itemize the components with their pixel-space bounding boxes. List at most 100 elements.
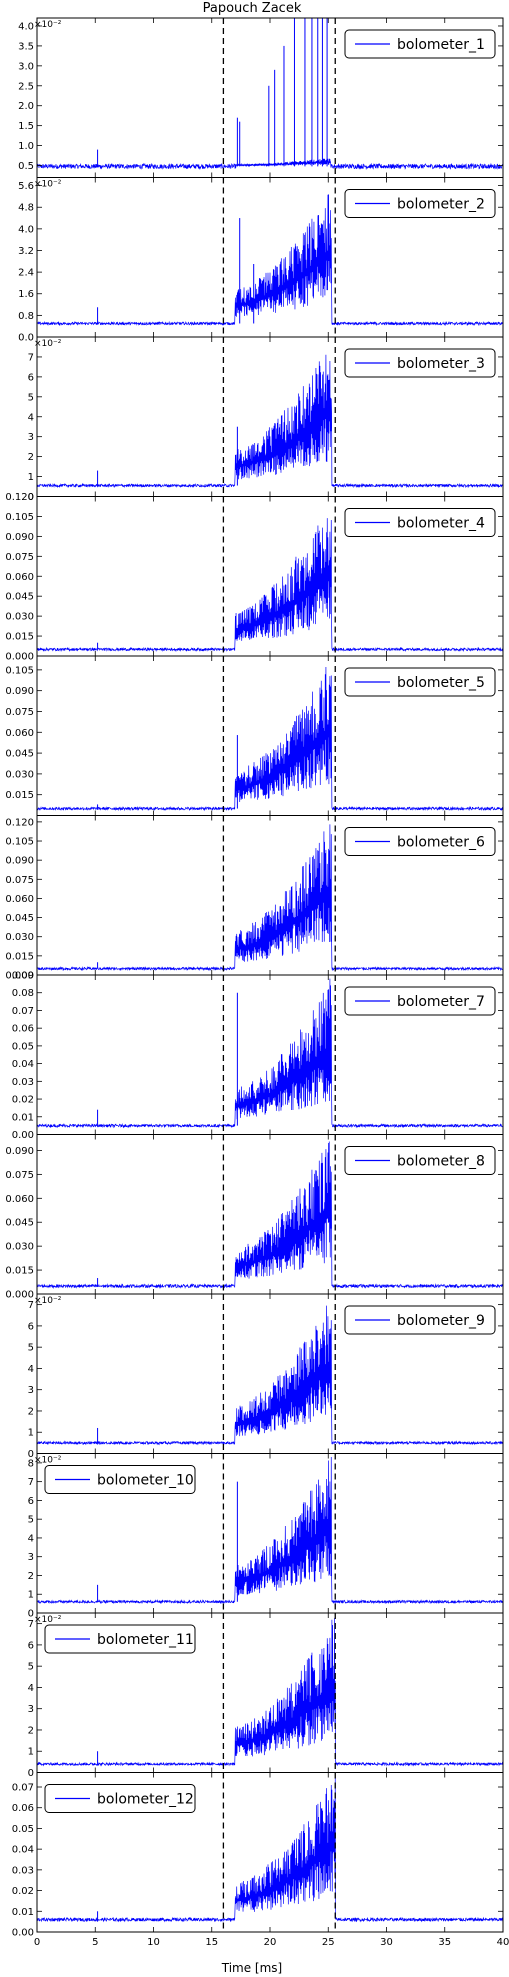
y-tick-label: 0.045 (5, 749, 34, 760)
panel-bolometer_4: 0.000 0.015 0.030 0.045 0.060 0.075 0.090 0.105… (5, 492, 504, 663)
legend-box (344, 986, 496, 1016)
axis-multiplier: ×10⁻² (34, 1296, 62, 1306)
legend-box (344, 667, 496, 697)
signal-line (37, 667, 503, 812)
panel-bolometer_3: 0 1 2 3 4 5 6 7×10⁻² bolometer_3 (28, 336, 504, 503)
y-tick-label: 0.075 (5, 1170, 34, 1181)
y-tick-label: 0.030 (5, 769, 34, 780)
y-tick-label: 4 (28, 412, 34, 423)
y-tick-label: 0.0 (18, 333, 34, 344)
y-tick-label: 0 (28, 492, 34, 503)
y-tick-label: 2 (28, 1406, 34, 1417)
y-tick-label: 0.105 (5, 665, 34, 676)
y-tick-label: 0.060 (5, 572, 34, 583)
legend-label: bolometer_7 (397, 994, 485, 1010)
y-tick-label: 2.5 (18, 81, 34, 92)
y-tick-label: 0.8 (18, 311, 34, 322)
panel-bolometer_7: 0.00 0.01 0.02 0.03 0.04 0.05 0.06 0.07 0.08 0.09… (12, 971, 504, 1141)
chart-title: Papouch Zacek (203, 1, 302, 16)
y-tick-label: 5 (28, 1662, 34, 1673)
y-tick-label: 4.0 (18, 224, 34, 235)
y-tick-label: 0.090 (5, 532, 34, 543)
y-tick-label: 0.04 (12, 1059, 34, 1070)
y-tick-label: 0.060 (5, 894, 34, 905)
y-tick-label: 0.07 (12, 1006, 34, 1017)
y-tick-label: 1 (28, 1590, 34, 1601)
y-tick-label: 2.0 (18, 101, 34, 112)
y-tick-label: 5 (28, 392, 34, 403)
y-tick-label: 2 (28, 1725, 34, 1736)
legend-box (344, 348, 496, 378)
y-tick-label: 7 (28, 352, 34, 363)
y-tick-label: 0.5 (18, 161, 34, 172)
signal-line (37, 1778, 503, 1923)
signal-line (37, 158, 503, 170)
y-tick-label: 5.6 (18, 181, 34, 192)
y-tick-label: 0.02 (12, 1095, 34, 1106)
y-tick-label: 0.105 (5, 837, 34, 848)
y-tick-label: 0.08 (12, 988, 34, 999)
y-tick-label: 0.015 (5, 790, 34, 801)
y-tick-label: 3 (28, 1552, 34, 1563)
x-tick-label: 25 (322, 1937, 335, 1948)
signal-line (37, 1456, 503, 1605)
legend-box (344, 1305, 496, 1335)
signal-line (37, 194, 503, 327)
axis-multiplier: ×10⁻² (34, 339, 62, 349)
y-tick-label: 0.030 (5, 1242, 34, 1253)
y-tick-label: 0.01 (12, 1907, 34, 1918)
panel-bolometer_2: 0.0 0.8 1.6 2.4 3.2 4.0 4.8 5.6 ×10⁻² bolometer_2 (18, 177, 504, 344)
legend-label: bolometer_1 (397, 37, 485, 53)
y-tick-label: 3 (28, 1385, 34, 1396)
y-tick-label: 3.0 (18, 61, 34, 72)
legend-box (44, 1624, 196, 1654)
y-tick-label: 7 (28, 1619, 34, 1630)
signal-line (37, 354, 503, 489)
y-tick-label: 6 (28, 1496, 34, 1507)
panel-bolometer_10: 0 1 2 3 4 5 6 7 8 ×10⁻² bolometer_10 (28, 1453, 504, 1620)
legend-label: bolometer_8 (397, 1154, 485, 1170)
y-tick-label: 0.000 (5, 652, 34, 663)
y-tick-label: 0.000 (5, 1290, 34, 1301)
y-tick-label: 0.075 (5, 552, 34, 563)
y-tick-label: 1.6 (18, 289, 34, 300)
y-tick-label: 0.05 (12, 1824, 34, 1835)
legend-label: bolometer_4 (397, 516, 485, 532)
panel-bolometer_8: 0.000 0.015 0.030 0.045 0.060 0.075 0.090 bolom… (5, 1134, 504, 1301)
y-tick-label: 0.090 (5, 1146, 34, 1157)
legend-box (344, 827, 496, 856)
y-tick-label: 4 (28, 1533, 34, 1544)
x-tick-label: 10 (147, 1937, 160, 1948)
panel-bolometer_12: 0.00 0.01 0.02 0.03 0.04 0.05 0.06 0.07 bolomete… (12, 1772, 504, 1939)
y-tick-label: 0 (28, 1449, 34, 1460)
y-tick-label: 0.00 (12, 1130, 34, 1141)
y-tick-label: 2.4 (18, 268, 34, 279)
y-tick-label: 0.120 (5, 492, 34, 503)
y-tick-label: 4 (28, 1364, 34, 1375)
y-tick-label: 0.015 (5, 632, 34, 643)
panel-bolometer_1: 0.5 1.0 1.5 2.0 2.5 3.0 3.5 4.0 ×10⁻² bolometer_1 (18, 17, 504, 178)
y-tick-label: 0.045 (5, 913, 34, 924)
legend-label: bolometer_10 (97, 1473, 194, 1489)
legend-label: bolometer_6 (397, 835, 485, 851)
x-tick-label: 35 (438, 1937, 451, 1948)
y-tick-label: 3 (28, 1704, 34, 1715)
x-tick-label: 20 (264, 1937, 277, 1948)
legend-box (44, 1465, 196, 1494)
x-tick-label: 0 (34, 1937, 40, 1948)
panel-bolometer_11: 0 1 2 3 4 5 6 7 ×10⁻² bolometer_11 (28, 1612, 504, 1779)
y-tick-label: 0.075 (5, 707, 34, 718)
y-tick-label: 0.09 (12, 971, 34, 982)
legend-box (44, 1784, 196, 1813)
axis-multiplier: ×10⁻² (34, 1456, 62, 1466)
axis-multiplier: ×10⁻² (34, 20, 62, 30)
y-tick-label: 1.5 (18, 121, 34, 132)
y-tick-label: 6 (28, 372, 34, 383)
y-tick-label: 0.120 (5, 817, 34, 828)
y-tick-label: 5 (28, 1343, 34, 1354)
y-tick-label: 0 (28, 1768, 34, 1779)
y-tick-label: 3.5 (18, 41, 34, 52)
y-tick-label: 0.015 (5, 951, 34, 962)
y-tick-label: 0.03 (12, 1865, 34, 1876)
